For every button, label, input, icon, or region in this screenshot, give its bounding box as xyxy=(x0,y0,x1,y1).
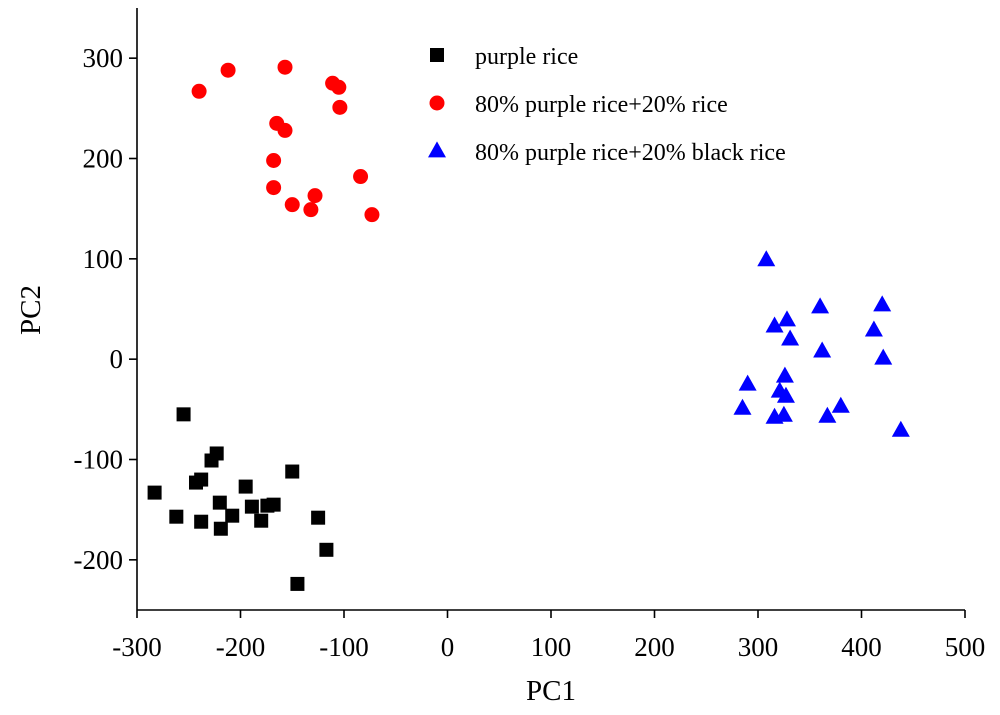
x-tick-label: 100 xyxy=(531,632,572,662)
x-axis-title: PC1 xyxy=(526,675,576,707)
legend-marker-3 xyxy=(428,141,446,158)
series-3 xyxy=(733,250,910,437)
square-point xyxy=(147,485,162,500)
square-point xyxy=(290,576,305,591)
x-tick-label: 0 xyxy=(441,632,455,662)
legend: purple rice 80% purple rice+20% rice 80% p… xyxy=(428,44,786,166)
series-1 xyxy=(147,407,334,591)
legend-marker-1 xyxy=(430,48,444,62)
legend-label-2: 80% purple rice+20% rice xyxy=(475,92,728,118)
axis-ticks: -300 -200 -100 0 100 200 300 400 500 -200 -100 0 100… xyxy=(74,43,986,662)
square-point xyxy=(311,510,326,525)
y-tick-label: -100 xyxy=(74,445,124,475)
triangle-point xyxy=(757,250,776,267)
circle-point xyxy=(364,207,380,223)
triangle-point xyxy=(765,316,784,333)
triangle-point xyxy=(738,374,757,391)
square-point xyxy=(254,513,269,528)
x-tick-label: 500 xyxy=(945,632,986,662)
circle-point xyxy=(353,169,369,185)
legend-marker-2 xyxy=(429,95,445,111)
square-point xyxy=(194,472,209,487)
x-tick-label: -100 xyxy=(319,632,369,662)
circle-point xyxy=(331,79,347,95)
square-point xyxy=(212,495,227,510)
circle-point xyxy=(266,153,282,169)
circle-point xyxy=(277,122,293,138)
y-tick-label: 0 xyxy=(110,344,124,374)
square-point xyxy=(319,542,334,557)
y-tick-label: 300 xyxy=(83,43,124,73)
series-2 xyxy=(191,59,380,223)
square-point xyxy=(266,497,281,512)
square-point xyxy=(213,521,228,536)
square-point xyxy=(225,508,240,523)
data-points xyxy=(147,59,910,591)
circle-point xyxy=(284,197,300,213)
y-axis-title: PC2 xyxy=(15,285,47,335)
circle-point xyxy=(220,62,236,78)
triangle-point xyxy=(874,348,893,365)
y-tick-label: -200 xyxy=(74,545,124,575)
triangle-point xyxy=(818,406,837,423)
square-point xyxy=(176,407,191,422)
legend-label-3: 80% purple rice+20% black rice xyxy=(475,140,786,166)
triangle-point xyxy=(776,386,795,403)
y-tick-label: 100 xyxy=(83,244,124,274)
triangle-point xyxy=(811,297,830,314)
triangle-point xyxy=(813,341,832,358)
triangle-point xyxy=(891,420,910,437)
triangle-point xyxy=(765,407,784,424)
circle-point xyxy=(277,59,293,75)
y-tick-label: 200 xyxy=(83,144,124,174)
x-tick-label: 200 xyxy=(634,632,675,662)
square-point xyxy=(238,479,253,494)
square-point xyxy=(169,509,184,524)
triangle-point xyxy=(775,366,794,383)
triangle-point xyxy=(873,295,892,312)
triangle-point xyxy=(733,398,752,415)
triangle-point xyxy=(777,310,796,327)
square-point xyxy=(209,446,224,461)
x-tick-label: 400 xyxy=(841,632,882,662)
x-tick-label: 300 xyxy=(738,632,779,662)
triangle-point xyxy=(781,329,800,346)
x-tick-label: -300 xyxy=(112,632,162,662)
circle-point xyxy=(303,202,319,218)
circle-point xyxy=(266,180,282,196)
legend-label-1: purple rice xyxy=(475,44,578,70)
square-point xyxy=(285,464,300,479)
square-point xyxy=(194,514,209,529)
triangle-point xyxy=(864,320,883,337)
circle-point xyxy=(332,99,348,115)
triangle-point xyxy=(831,396,850,413)
circle-point xyxy=(191,83,207,99)
circle-point xyxy=(307,188,323,204)
x-tick-label: -200 xyxy=(216,632,266,662)
square-point xyxy=(244,499,259,514)
